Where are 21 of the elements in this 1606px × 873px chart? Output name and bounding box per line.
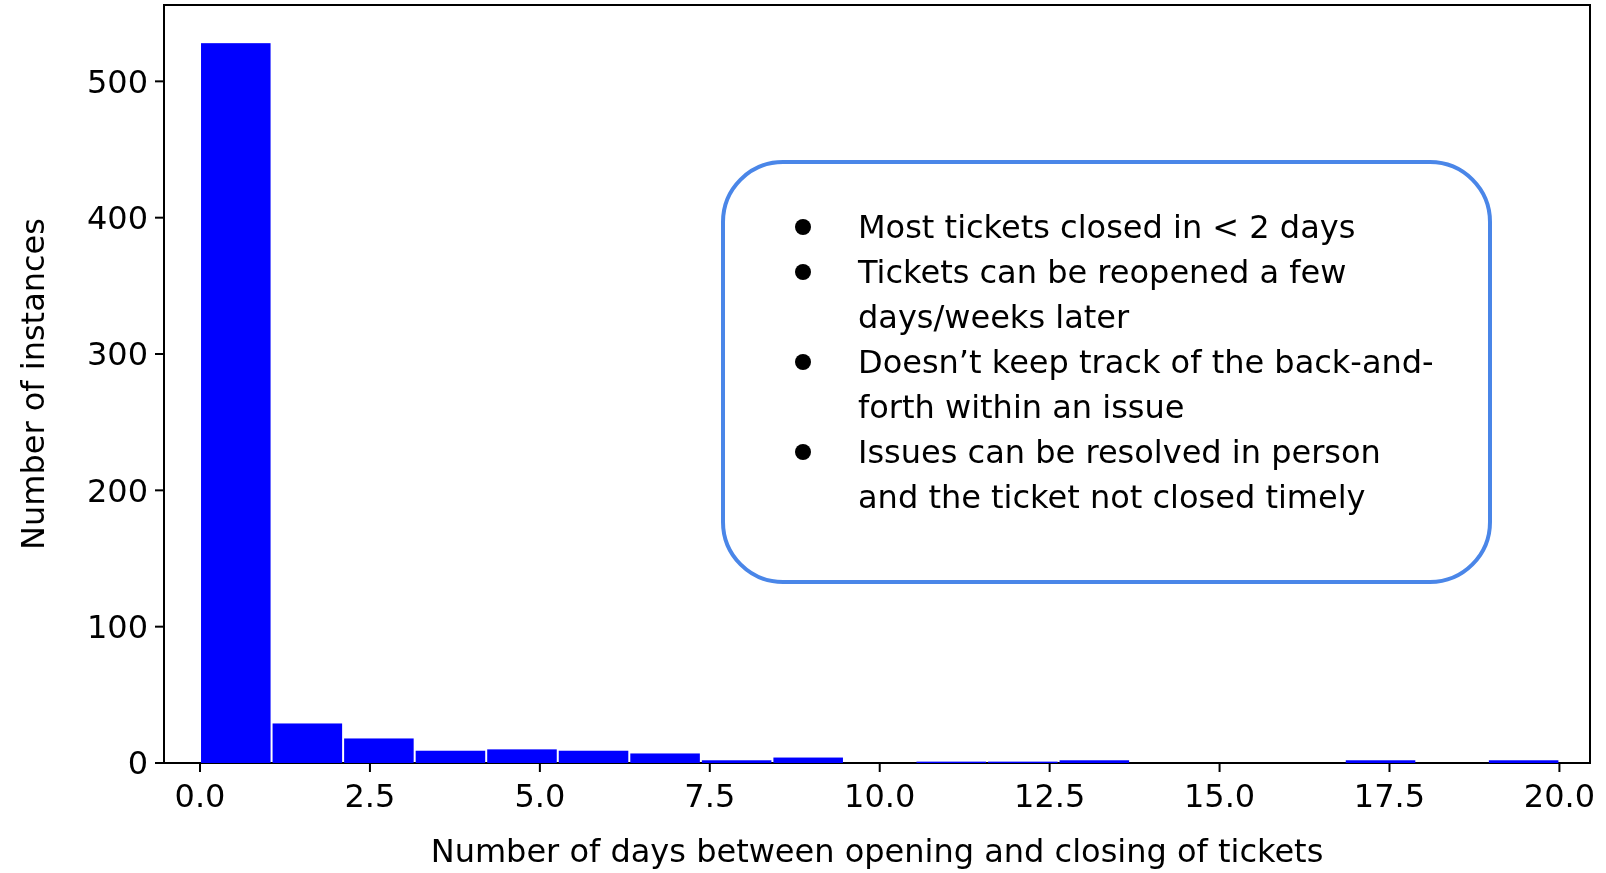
x-tick-label: 0.0 <box>174 777 226 815</box>
annotation: Most tickets closed in < 2 days <box>858 208 1356 246</box>
y-tick-label: 100 <box>86 607 148 646</box>
x-tick-label: 17.5 <box>1353 777 1426 815</box>
y-tick-label: 400 <box>86 198 148 237</box>
x-tick-label: 12.5 <box>1014 777 1086 815</box>
annotation: Doesn’t keep track of the back-and-forth within an issue <box>858 343 1434 426</box>
x-tick-label: 2.5 <box>344 777 396 815</box>
y-tick-label: 300 <box>86 335 148 374</box>
x-tick-label: 15.0 <box>1183 777 1256 815</box>
x-axis-title: Number of days between opening and closing of tickets <box>430 832 1324 870</box>
x-tick-label: 5.0 <box>514 777 566 815</box>
y-axis-title: Number of instances <box>14 218 52 550</box>
annotation: Tickets can be reopened a few days/weeks later <box>857 253 1347 336</box>
x-tick-label: 20.0 <box>1523 777 1596 815</box>
y-tick-label: 500 <box>86 62 148 101</box>
annotation: Issues can be resolved in person and the ticket not closed timely <box>858 433 1381 516</box>
x-tick-label: 10.0 <box>844 777 916 815</box>
y-tick-label: 0 <box>127 744 148 783</box>
y-tick-label: 200 <box>86 471 148 510</box>
x-tick-label: 7.5 <box>684 777 736 815</box>
